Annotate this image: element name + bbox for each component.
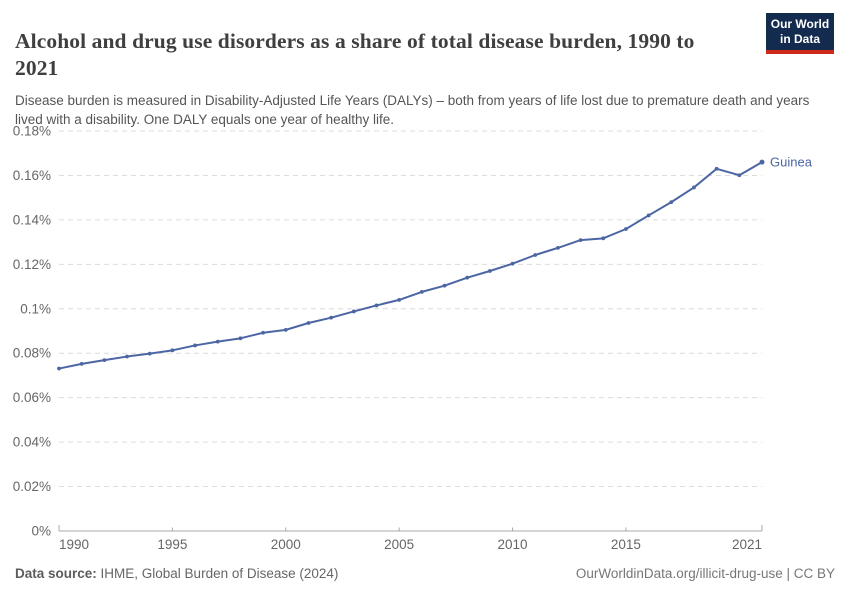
- owid-logo-line1: Our World: [770, 17, 830, 31]
- data-point[interactable]: [442, 283, 447, 288]
- chart-footer: Data source: IHME, Global Burden of Dise…: [15, 566, 835, 581]
- x-tick-label: 2000: [271, 537, 301, 552]
- data-point[interactable]: [57, 366, 61, 371]
- data-point[interactable]: [510, 261, 515, 266]
- data-point[interactable]: [306, 321, 311, 325]
- data-source-note: Data source: IHME, Global Burden of Dise…: [15, 566, 338, 581]
- data-source-label: Data source:: [15, 566, 97, 581]
- data-point[interactable]: [624, 227, 628, 231]
- owid-logo-redbar: [766, 50, 834, 54]
- chart-title: Alcohol and drug use disorders as a shar…: [15, 29, 695, 81]
- data-point[interactable]: [283, 327, 288, 332]
- data-point[interactable]: [556, 245, 560, 250]
- data-point[interactable]: [465, 275, 470, 280]
- data-point[interactable]: [261, 330, 265, 335]
- data-point[interactable]: [487, 269, 492, 273]
- x-tick-label: 2010: [498, 537, 528, 552]
- data-point[interactable]: [193, 343, 197, 348]
- data-point[interactable]: [669, 200, 674, 205]
- data-point[interactable]: [533, 253, 538, 257]
- series-label-guinea[interactable]: Guinea: [770, 155, 813, 170]
- data-point[interactable]: [329, 315, 334, 320]
- y-tick-label: 0.1%: [20, 301, 51, 316]
- owid-logo-line2: in Data: [779, 32, 820, 46]
- y-tick-label: 0%: [31, 524, 51, 539]
- data-point[interactable]: [737, 173, 742, 178]
- data-point[interactable]: [646, 213, 651, 218]
- data-point[interactable]: [125, 354, 129, 359]
- data-line-guinea[interactable]: [58, 161, 763, 370]
- chart-subtitle: Disease burden is measured in Disability…: [15, 92, 810, 127]
- y-tick-label: 0.06%: [13, 390, 51, 405]
- data-point[interactable]: [759, 159, 765, 165]
- y-tick-label: 0.16%: [13, 168, 51, 183]
- data-source-value: IHME, Global Burden of Disease (2024): [96, 566, 339, 581]
- data-point[interactable]: [79, 361, 84, 366]
- data-point[interactable]: [692, 185, 696, 190]
- y-tick-label: 0.02%: [13, 479, 51, 494]
- data-point[interactable]: [397, 297, 402, 302]
- data-point[interactable]: [102, 358, 107, 363]
- data-point[interactable]: [351, 309, 356, 314]
- data-point[interactable]: [238, 336, 243, 341]
- y-tick-label: 0.14%: [13, 212, 51, 227]
- data-point[interactable]: [170, 348, 175, 353]
- data-point[interactable]: [714, 166, 719, 171]
- owid-logo-text: Our World in Data: [766, 13, 834, 50]
- data-point[interactable]: [374, 303, 379, 308]
- credit-link[interactable]: OurWorldinData.org/illicit-drug-use | CC…: [575, 566, 835, 581]
- x-tick-label: 1995: [157, 537, 187, 552]
- data-point[interactable]: [215, 339, 220, 344]
- y-tick-label: 0.08%: [13, 346, 51, 361]
- owid-logo[interactable]: Our World in Data: [766, 13, 834, 54]
- data-point[interactable]: [147, 351, 152, 356]
- y-tick-label: 0.18%: [13, 124, 51, 139]
- x-tick-label: 2005: [384, 537, 414, 552]
- data-point[interactable]: [601, 236, 606, 241]
- y-tick-label: 0.12%: [13, 257, 51, 272]
- x-tick-label: 2015: [611, 537, 641, 552]
- data-point[interactable]: [578, 238, 583, 243]
- x-tick-label: 2021: [732, 537, 762, 552]
- x-tick-label: 1990: [59, 537, 89, 552]
- y-tick-label: 0.04%: [13, 435, 51, 450]
- data-point[interactable]: [419, 289, 424, 294]
